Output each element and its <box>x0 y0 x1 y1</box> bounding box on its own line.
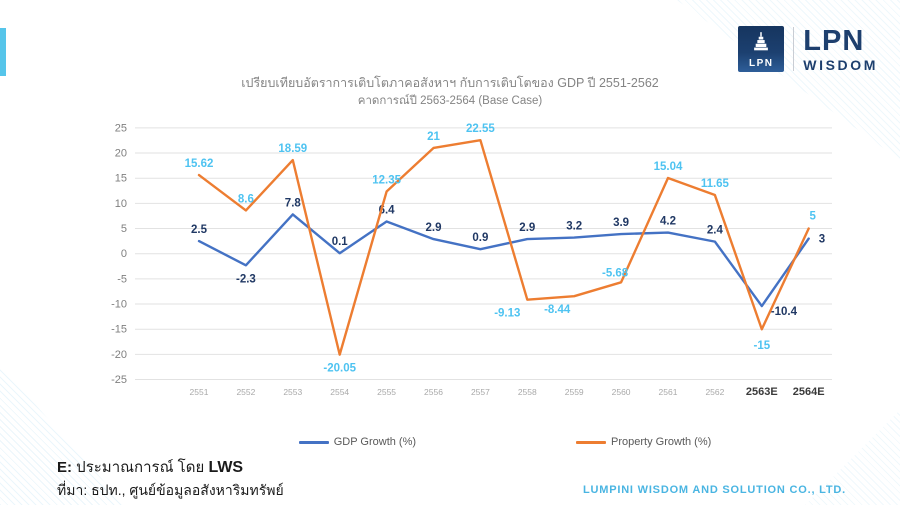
svg-text:2.9: 2.9 <box>519 222 535 234</box>
svg-text:22.55: 22.55 <box>466 123 495 135</box>
svg-text:15: 15 <box>115 173 127 185</box>
svg-text:2.9: 2.9 <box>426 222 442 234</box>
svg-text:-2.3: -2.3 <box>236 273 256 285</box>
svg-text:15.04: 15.04 <box>654 161 683 173</box>
line-chart: -25 -20 -15 -10 -5 0 5 10 15 20 25 2551 2552 2553 2554… <box>95 112 855 412</box>
svg-text:18.59: 18.59 <box>278 143 307 155</box>
svg-text:5: 5 <box>121 223 127 235</box>
logo-divider <box>793 27 795 71</box>
svg-text:3.2: 3.2 <box>566 221 582 233</box>
svg-text:2562: 2562 <box>705 387 724 397</box>
svg-text:2553: 2553 <box>283 387 302 397</box>
svg-text:-8.44: -8.44 <box>544 304 571 316</box>
chart-title-block: เปรียบเทียบอัตราการเติบโตภาคอสังหาฯ กับก… <box>0 74 900 110</box>
svg-text:15.62: 15.62 <box>185 158 214 170</box>
svg-text:3: 3 <box>819 234 825 246</box>
svg-text:0.1: 0.1 <box>332 236 349 248</box>
svg-text:2561: 2561 <box>659 387 678 397</box>
svg-text:10: 10 <box>115 198 127 210</box>
svg-text:0: 0 <box>121 248 127 260</box>
legend-label-property: Property Growth (%) <box>611 436 712 448</box>
svg-text:2556: 2556 <box>424 387 443 397</box>
svg-text:-20.05: -20.05 <box>323 363 356 375</box>
svg-text:-20: -20 <box>111 349 127 361</box>
svg-text:4.2: 4.2 <box>660 216 676 228</box>
svg-text:2.4: 2.4 <box>707 225 724 237</box>
svg-text:2560: 2560 <box>612 387 631 397</box>
svg-text:-15: -15 <box>753 340 770 352</box>
lpn-badge: LPN <box>738 26 785 72</box>
note-e-prefix: E: <box>57 459 72 476</box>
svg-text:2559: 2559 <box>565 387 584 397</box>
svg-text:8.6: 8.6 <box>238 193 254 205</box>
line-chart-svg: -25 -20 -15 -10 -5 0 5 10 15 20 25 2551 2552 2553 2554… <box>111 122 832 398</box>
svg-text:-10.4: -10.4 <box>771 306 798 318</box>
estimate-note: E: ประมาณการณ์ โดย LWS <box>57 456 284 480</box>
svg-text:-15: -15 <box>111 324 127 336</box>
svg-text:20: 20 <box>115 148 127 160</box>
svg-text:3.9: 3.9 <box>613 217 629 229</box>
legend-item-property: Property Growth (%) <box>576 436 711 448</box>
svg-text:2557: 2557 <box>471 387 490 397</box>
badge-lpn-label: LPN <box>749 58 774 69</box>
chart-legend: GDP Growth (%) Property Growth (%) <box>0 436 900 448</box>
svg-text:2551: 2551 <box>190 387 209 397</box>
source-notes: E: ประมาณการณ์ โดย LWS ที่มา: ธปท., ศูนย… <box>57 456 284 501</box>
svg-text:-25: -25 <box>111 374 127 386</box>
svg-text:5: 5 <box>809 211 816 223</box>
chart-subtitle: คาดการณ์ปี 2563-2564 (Base Case) <box>357 94 543 107</box>
svg-text:21: 21 <box>427 131 440 143</box>
svg-text:-5: -5 <box>117 273 127 285</box>
svg-text:2.5: 2.5 <box>191 224 208 236</box>
svg-text:-5.68: -5.68 <box>602 267 629 279</box>
legend-item-gdp: GDP Growth (%) <box>298 436 417 448</box>
svg-text:2558: 2558 <box>518 387 537 397</box>
svg-text:11.65: 11.65 <box>701 178 730 190</box>
svg-text:-10: -10 <box>111 299 127 311</box>
svg-text:7.8: 7.8 <box>285 197 302 209</box>
svg-text:0.9: 0.9 <box>472 232 488 244</box>
lpn-wisdom-logo: LPN LPN WISDOM <box>738 26 878 72</box>
logo-subbrand-text: WISDOM <box>803 56 878 73</box>
svg-text:25: 25 <box>115 122 127 134</box>
svg-text:2563E: 2563E <box>746 386 778 398</box>
property-line-swatch <box>576 440 607 444</box>
note-lws-text: LWS <box>208 459 244 476</box>
svg-text:-9.13: -9.13 <box>494 308 520 320</box>
svg-text:2564E: 2564E <box>793 386 825 398</box>
building-tower-icon <box>754 32 769 51</box>
company-name: LUMPINI WISDOM AND SOLUTION CO., LTD. <box>582 484 846 496</box>
svg-text:2554: 2554 <box>330 387 349 397</box>
left-accent-bar <box>0 28 6 76</box>
chart-title: เปรียบเทียบอัตราการเติบโตภาคอสังหาฯ กับก… <box>241 76 659 90</box>
gdp-line-swatch <box>298 440 329 444</box>
legend-label-gdp: GDP Growth (%) <box>333 436 417 448</box>
logo-wordmark: LPN WISDOM <box>803 24 878 73</box>
svg-text:2555: 2555 <box>377 387 396 397</box>
logo-brand-text: LPN <box>803 24 865 57</box>
note-mid-text: ประมาณการณ์ โดย <box>72 459 209 476</box>
svg-text:12.35: 12.35 <box>372 175 401 187</box>
svg-text:2552: 2552 <box>236 387 255 397</box>
data-source-note: ที่มา: ธปท., ศูนย์ข้อมูลอสังหาริมทรัพย์ <box>57 482 284 498</box>
